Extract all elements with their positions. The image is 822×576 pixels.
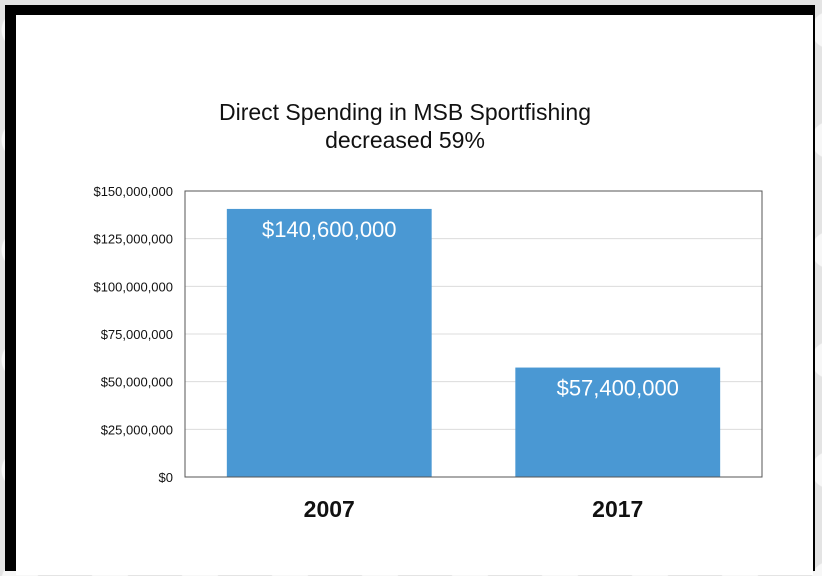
y-tick-label: $100,000,000 bbox=[93, 279, 173, 294]
y-tick-label: $25,000,000 bbox=[101, 422, 173, 437]
y-tick-label: $0 bbox=[159, 470, 173, 485]
chart-title: Direct Spending in MSB Sportfishing decr… bbox=[218, 99, 592, 153]
y-tick-label: $150,000,000 bbox=[93, 184, 173, 199]
y-tick-label: $50,000,000 bbox=[101, 375, 173, 390]
x-category-label: 2017 bbox=[592, 496, 643, 522]
bar-data-label: $140,600,000 bbox=[262, 217, 397, 242]
bar-2017 bbox=[515, 367, 721, 477]
y-tick-label: $75,000,000 bbox=[101, 327, 173, 342]
y-tick-label: $125,000,000 bbox=[93, 232, 173, 247]
x-category-label: 2007 bbox=[304, 496, 355, 522]
bar-2007 bbox=[226, 208, 432, 477]
bar-data-label: $57,400,000 bbox=[557, 376, 679, 401]
